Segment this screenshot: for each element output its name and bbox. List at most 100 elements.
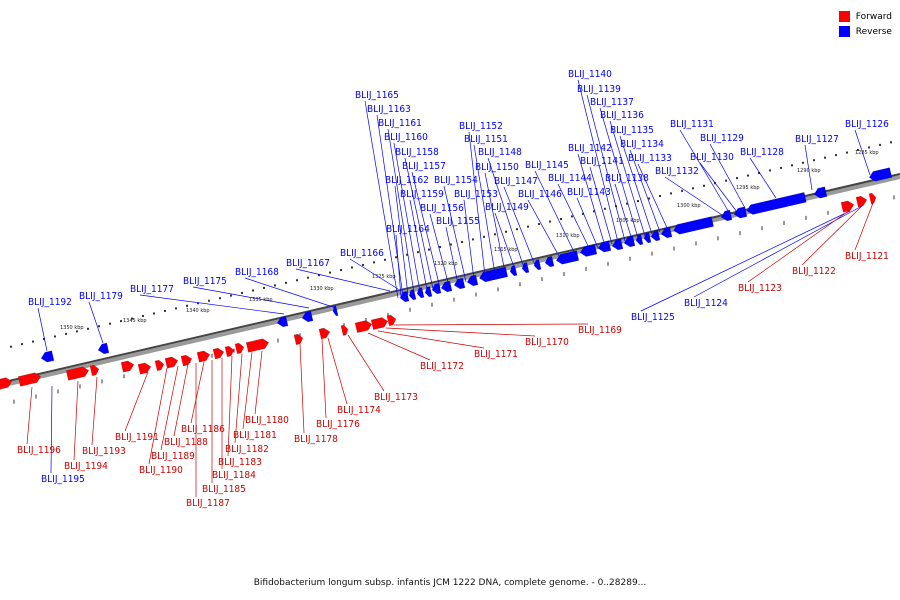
leader-line <box>463 199 475 281</box>
scale-dot <box>637 200 639 203</box>
leader-line <box>609 120 646 237</box>
gene-label-blij_1191: BLIJ_1191 <box>115 432 159 443</box>
leader-line <box>640 210 851 312</box>
reverse-gene-arrow <box>746 192 807 215</box>
leader-line <box>73 380 79 461</box>
gene-label-blij_1193: BLIJ_1193 <box>82 446 126 457</box>
scale-dot <box>219 297 221 300</box>
scale-dot <box>802 161 804 164</box>
tick-label: 1285 kbp <box>855 150 879 156</box>
scale-dot <box>681 189 683 192</box>
gene-label-blij_1180: BLIJ_1180 <box>245 415 289 426</box>
gene-label-blij_1141: BLIJ_1141 <box>580 156 624 167</box>
scale-dot <box>769 169 771 172</box>
scale-dot <box>758 171 760 174</box>
gene-label-blij_1135: BLIJ_1135 <box>610 125 654 136</box>
forward-gene-arrow <box>154 359 165 372</box>
leader-line <box>244 277 337 309</box>
scale-dot <box>197 302 199 305</box>
gene-label-blij_1128: BLIJ_1128 <box>740 147 784 158</box>
leader-line <box>299 343 305 434</box>
forward-gene-arrow <box>386 314 397 327</box>
gene-label-blij_1150: BLIJ_1150 <box>475 162 519 173</box>
leader-line <box>854 202 874 251</box>
gene-label-blij_1156: BLIJ_1156 <box>420 203 464 214</box>
gene-label-blij_1123: BLIJ_1123 <box>738 283 782 294</box>
leader-line <box>377 330 485 349</box>
gene-label-blij_1129: BLIJ_1129 <box>700 133 744 144</box>
tick-label: 1340 kbp <box>186 308 210 314</box>
scale-dot <box>175 307 177 310</box>
gene-label-blij_1130: BLIJ_1130 <box>690 152 734 163</box>
reverse-gene-arrow <box>97 342 110 355</box>
scale-dot <box>32 340 34 343</box>
leader-line <box>393 142 421 293</box>
scale-dot <box>571 215 573 218</box>
gene-label-blij_1186: BLIJ_1186 <box>181 424 225 435</box>
scale-dot <box>87 327 89 330</box>
reverse-gene-arrow <box>544 255 555 268</box>
gene-label-blij_1176: BLIJ_1176 <box>316 419 360 430</box>
leader-line <box>473 144 496 275</box>
scale-dot <box>76 330 78 333</box>
forward-gene-arrow <box>868 192 877 204</box>
scale-dot <box>21 343 23 346</box>
leader-line <box>534 170 576 255</box>
gene-label-blij_1146: BLIJ_1146 <box>518 189 562 200</box>
leader-line <box>445 226 459 285</box>
forward-gene-arrow <box>196 350 211 363</box>
leader-line <box>227 355 233 457</box>
reverse-gene-arrow <box>597 240 612 253</box>
gene-label-blij_1173: BLIJ_1173 <box>374 392 418 403</box>
scale-dot <box>560 217 562 220</box>
gene-label-blij_1162: BLIJ_1162 <box>385 175 429 186</box>
scale-dot <box>384 258 386 261</box>
tick-label: 1290 kbp <box>797 168 821 174</box>
forward-gene-arrow <box>224 345 235 358</box>
gene-label-blij_1165: BLIJ_1165 <box>355 90 399 101</box>
scale-dot <box>98 325 100 328</box>
leader-line <box>395 234 402 298</box>
leader-line <box>192 286 310 309</box>
leader-line <box>589 166 613 245</box>
leader-line <box>577 153 606 247</box>
reverse-swatch <box>838 26 850 37</box>
scale-dot <box>813 159 815 162</box>
scale-dot <box>593 210 595 213</box>
gene-label-blij_1148: BLIJ_1148 <box>478 147 522 158</box>
reverse-gene-arrow <box>40 350 55 363</box>
gene-label-blij_1175: BLIJ_1175 <box>183 276 227 287</box>
gene-label-blij_1132: BLIJ_1132 <box>655 166 699 177</box>
reverse-gene-arrow <box>533 259 542 271</box>
reverse-gene-arrow <box>431 282 442 295</box>
scale-dot <box>846 151 848 154</box>
reverse-gene-arrow <box>868 167 893 182</box>
leader-line <box>327 337 348 405</box>
leader-line <box>804 144 813 191</box>
gene-label-blij_1134: BLIJ_1134 <box>620 139 664 150</box>
gene-label-blij_1139: BLIJ_1139 <box>577 84 621 95</box>
scale-tick-labels: 1285 kbp 1290 kbp 1295 kbp 1300 kbp 1305 kbp… <box>60 150 879 331</box>
leader-line <box>295 268 391 292</box>
scale-dot <box>230 294 232 297</box>
gene-label-blij_1127: BLIJ_1127 <box>795 134 839 145</box>
tick-label: 1330 kbp <box>310 286 334 292</box>
scale-dot <box>164 309 166 312</box>
forward-gene-arrow <box>164 356 179 369</box>
gene-label-blij_1144: BLIJ_1144 <box>548 173 592 184</box>
leader-line <box>242 351 253 430</box>
reverse-gene-arrow <box>555 250 580 265</box>
figure-caption: Bifidobacterium longum subsp. infantis J… <box>253 578 647 588</box>
gene-label-blij_1138: BLIJ_1138 <box>605 173 649 184</box>
gene-label-blij_1181: BLIJ_1181 <box>233 430 277 441</box>
scale-dot <box>186 304 188 307</box>
leader-line <box>557 183 591 251</box>
leader-line <box>503 186 536 266</box>
reverse-gene-arrow <box>579 244 598 257</box>
scale-dot <box>439 246 441 249</box>
tick-label: 1310 kbp <box>556 233 580 239</box>
gene-label-blij_1171: BLIJ_1171 <box>474 349 518 360</box>
reverse-gene-arrow <box>301 310 314 323</box>
leader-line <box>160 365 179 451</box>
leader-line <box>527 199 561 259</box>
